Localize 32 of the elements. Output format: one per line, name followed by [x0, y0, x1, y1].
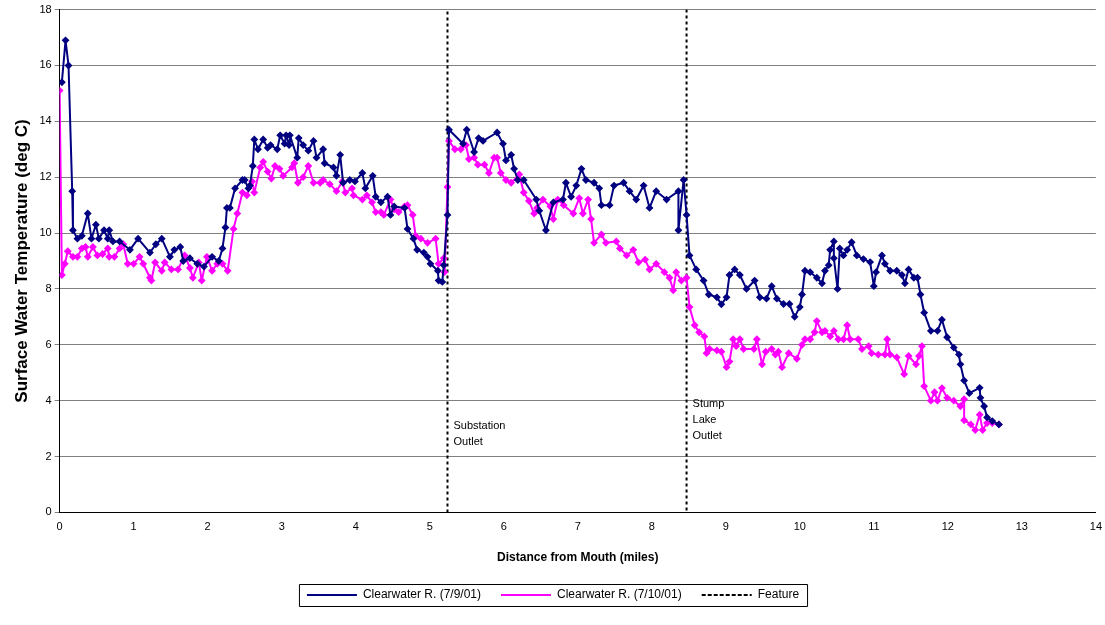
x-tick-label: 14 — [1089, 520, 1103, 533]
y-tick-label: 6 — [45, 337, 52, 350]
y-tick-label: 8 — [45, 281, 52, 294]
x-tick-label: 9 — [722, 520, 729, 533]
legend-label: Clearwater R. (7/10/01) — [556, 587, 682, 602]
x-axis-title: Distance from Mouth (miles) — [497, 550, 659, 565]
y-tick-label: 12 — [39, 170, 52, 183]
y-tick-label: 18 — [39, 2, 52, 15]
x-tick-label: 8 — [648, 520, 655, 533]
x-tick-label: 4 — [352, 520, 359, 533]
x-tick-label: 13 — [1015, 520, 1028, 533]
x-tick-label: 6 — [500, 520, 507, 533]
x-tick-label: 2 — [204, 520, 211, 533]
x-tick-label: 11 — [868, 520, 880, 533]
annotation: Substation Outlet — [453, 419, 506, 448]
y-axis-title: Surface Water Temperature (deg C) — [11, 119, 31, 403]
y-tick-label: 14 — [39, 114, 52, 127]
x-tick-label: 3 — [278, 520, 285, 533]
x-tick-label: 0 — [56, 520, 63, 533]
x-tick-label: 12 — [941, 520, 954, 533]
y-tick-label: 4 — [45, 393, 52, 406]
x-tick-label: 10 — [793, 520, 806, 533]
annotation: Stump Lake Outlet — [692, 397, 725, 442]
legend-label: Feature — [757, 587, 800, 602]
y-tick-label: 16 — [39, 58, 52, 71]
legend-label: Clearwater R. (7/9/01) — [362, 587, 481, 602]
x-tick-label: 7 — [574, 520, 581, 533]
x-tick-label: 5 — [426, 520, 433, 533]
y-tick-label: 0 — [45, 505, 52, 518]
y-tick-label: 10 — [39, 226, 52, 239]
x-tick-label: 1 — [130, 520, 137, 533]
y-tick-label: 2 — [45, 449, 52, 462]
